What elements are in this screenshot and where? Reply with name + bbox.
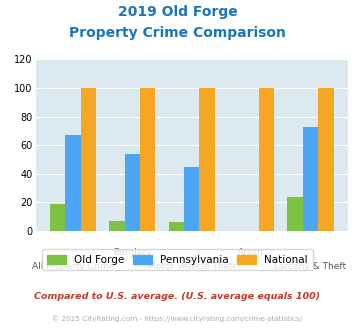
Text: Arson: Arson xyxy=(238,248,264,257)
Bar xyxy=(125,154,140,231)
Bar xyxy=(50,204,65,231)
Text: © 2025 CityRating.com - https://www.cityrating.com/crime-statistics/: © 2025 CityRating.com - https://www.city… xyxy=(53,315,302,322)
Bar xyxy=(140,88,155,231)
Legend: Old Forge, Pennsylvania, National: Old Forge, Pennsylvania, National xyxy=(42,249,313,270)
Bar xyxy=(287,197,303,231)
Bar xyxy=(303,127,318,231)
Bar xyxy=(109,221,125,231)
Bar xyxy=(81,88,96,231)
Bar xyxy=(318,88,334,231)
Bar xyxy=(259,88,274,231)
Bar xyxy=(184,167,200,231)
Bar xyxy=(65,135,81,231)
Text: Burglary: Burglary xyxy=(113,248,152,257)
Text: Compared to U.S. average. (U.S. average equals 100): Compared to U.S. average. (U.S. average … xyxy=(34,292,321,301)
Text: 2019 Old Forge: 2019 Old Forge xyxy=(118,5,237,19)
Bar xyxy=(169,222,184,231)
Text: All Property Crime: All Property Crime xyxy=(32,262,114,271)
Text: Property Crime Comparison: Property Crime Comparison xyxy=(69,26,286,40)
Text: Motor Vehicle Theft: Motor Vehicle Theft xyxy=(148,262,236,271)
Bar xyxy=(200,88,215,231)
Text: Larceny & Theft: Larceny & Theft xyxy=(274,262,346,271)
